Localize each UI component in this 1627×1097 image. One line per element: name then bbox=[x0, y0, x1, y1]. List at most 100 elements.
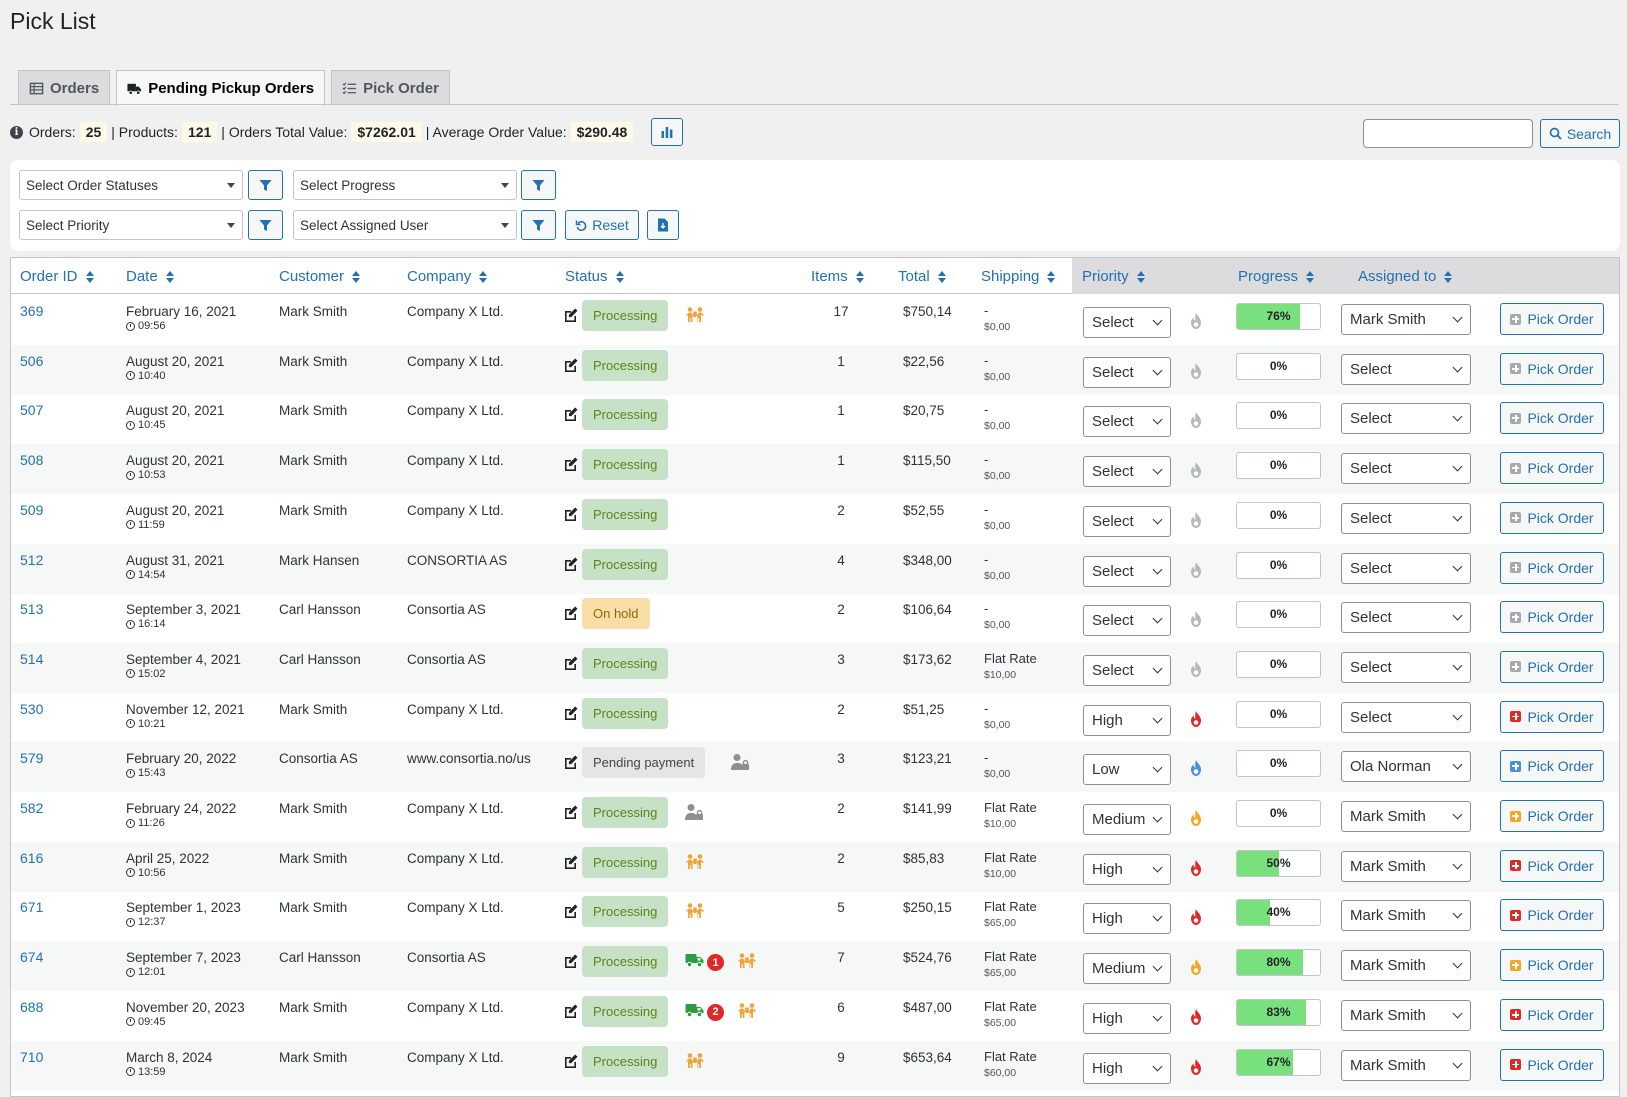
priority-select[interactable]: Select bbox=[1083, 654, 1171, 686]
edit-icon[interactable] bbox=[563, 903, 579, 922]
order-id-link[interactable]: 514 bbox=[20, 650, 44, 667]
priority-select[interactable]: Medium bbox=[1083, 804, 1171, 835]
edit-icon[interactable] bbox=[563, 854, 579, 873]
priority-select[interactable]: Select bbox=[1083, 555, 1171, 587]
pick-order-button[interactable]: Pick Order bbox=[1500, 501, 1604, 534]
pick-order-button[interactable]: Pick Order bbox=[1500, 402, 1604, 435]
order-id-link[interactable]: 506 bbox=[20, 352, 44, 369]
assigned-user-select[interactable]: Mark Smith bbox=[1341, 950, 1471, 982]
order-id-link[interactable]: 509 bbox=[20, 501, 44, 518]
priority-select[interactable]: High bbox=[1083, 1052, 1171, 1084]
col-shipping[interactable]: Shipping bbox=[981, 268, 1056, 285]
stats-chart-button[interactable] bbox=[651, 118, 684, 146]
pick-order-button[interactable]: Pick Order bbox=[1500, 551, 1604, 584]
order-id-link[interactable]: 674 bbox=[20, 949, 44, 966]
priority-select[interactable]: Select bbox=[1083, 505, 1171, 537]
pick-order-button[interactable]: Pick Order bbox=[1500, 849, 1604, 882]
assigned-user-select[interactable]: Select bbox=[1341, 602, 1471, 634]
pick-order-button[interactable]: Pick Order bbox=[1500, 700, 1604, 733]
edit-icon[interactable] bbox=[563, 406, 579, 425]
priority-filter[interactable]: Select Priority bbox=[19, 210, 243, 240]
col-customer[interactable]: Customer bbox=[279, 268, 361, 285]
assigned-user-select[interactable]: Select bbox=[1341, 701, 1471, 733]
order-id-link[interactable]: 508 bbox=[20, 452, 44, 469]
col-status[interactable]: Status bbox=[565, 268, 624, 285]
edit-icon[interactable] bbox=[563, 1003, 579, 1022]
edit-icon[interactable] bbox=[563, 1053, 579, 1072]
pick-order-button[interactable]: Pick Order bbox=[1500, 650, 1604, 683]
order-id-link[interactable]: 671 bbox=[20, 899, 44, 916]
edit-icon[interactable] bbox=[563, 307, 579, 326]
priority-select[interactable]: Select bbox=[1083, 456, 1171, 488]
col-company[interactable]: Company bbox=[407, 268, 488, 285]
tab-orders[interactable]: Orders bbox=[18, 70, 111, 105]
edit-icon[interactable] bbox=[563, 655, 579, 674]
col-priority[interactable]: Priority bbox=[1082, 268, 1145, 285]
col-date[interactable]: Date bbox=[126, 268, 174, 285]
assigned-user-select[interactable]: Mark Smith bbox=[1341, 999, 1471, 1031]
assigned-user-filter[interactable]: Select Assigned User bbox=[293, 210, 517, 240]
assigned-user-select[interactable]: Mark Smith bbox=[1341, 304, 1471, 335]
edit-icon[interactable] bbox=[563, 705, 579, 724]
pick-order-button[interactable]: Pick Order bbox=[1500, 1048, 1604, 1081]
search-button[interactable]: Search bbox=[1540, 119, 1620, 148]
pick-order-button[interactable]: Pick Order bbox=[1500, 750, 1604, 783]
edit-icon[interactable] bbox=[563, 456, 579, 475]
priority-filter-button[interactable] bbox=[248, 210, 283, 240]
edit-icon[interactable] bbox=[563, 506, 579, 525]
assigned-user-select[interactable]: Mark Smith bbox=[1341, 900, 1471, 932]
priority-select[interactable]: Select bbox=[1083, 356, 1171, 388]
pick-order-button[interactable]: Pick Order bbox=[1500, 352, 1604, 385]
priority-select[interactable]: Select bbox=[1083, 406, 1171, 438]
order-id-link[interactable]: 507 bbox=[20, 402, 44, 419]
assigned-user-select[interactable]: Select bbox=[1341, 502, 1471, 534]
edit-icon[interactable] bbox=[563, 953, 579, 972]
order-id-link[interactable]: 688 bbox=[20, 998, 44, 1015]
order-id-link[interactable]: 530 bbox=[20, 700, 44, 717]
pick-order-button[interactable]: Pick Order bbox=[1500, 899, 1604, 932]
priority-select[interactable]: High bbox=[1083, 903, 1171, 935]
assigned-user-select[interactable]: Select bbox=[1341, 453, 1471, 485]
order-id-link[interactable]: 582 bbox=[20, 800, 44, 816]
priority-select[interactable]: High bbox=[1083, 704, 1171, 736]
assigned-user-select[interactable]: Ola Norman bbox=[1341, 751, 1471, 783]
edit-icon[interactable] bbox=[563, 556, 579, 575]
edit-icon[interactable] bbox=[563, 605, 579, 624]
col-order-id[interactable]: Order ID bbox=[20, 268, 94, 285]
assigned-user-select[interactable]: Select bbox=[1341, 353, 1471, 385]
search-input[interactable] bbox=[1363, 119, 1533, 148]
col-assigned-to[interactable]: Assigned to bbox=[1358, 268, 1453, 285]
progress-filter-button[interactable] bbox=[521, 170, 556, 200]
priority-select[interactable]: Medium bbox=[1083, 953, 1171, 985]
export-button[interactable] bbox=[647, 210, 679, 240]
pick-order-button[interactable]: Pick Order bbox=[1500, 998, 1604, 1031]
order-id-link[interactable]: 369 bbox=[20, 303, 44, 319]
assigned-user-select[interactable]: Mark Smith bbox=[1341, 801, 1471, 832]
tab-pending-pickup-orders[interactable]: Pending Pickup Orders bbox=[116, 70, 326, 106]
pick-order-button[interactable]: Pick Order bbox=[1500, 601, 1604, 634]
tab-pick-order[interactable]: Pick Order bbox=[331, 70, 450, 105]
order-status-filter-button[interactable] bbox=[248, 170, 283, 200]
order-id-link[interactable]: 579 bbox=[20, 750, 44, 767]
pick-order-button[interactable]: Pick Order bbox=[1500, 303, 1604, 335]
col-progress[interactable]: Progress bbox=[1238, 268, 1315, 285]
order-id-link[interactable]: 512 bbox=[20, 551, 44, 568]
priority-select[interactable]: High bbox=[1083, 1002, 1171, 1034]
pick-order-button[interactable]: Pick Order bbox=[1500, 949, 1604, 982]
order-id-link[interactable]: 616 bbox=[20, 849, 44, 866]
order-id-link[interactable]: 513 bbox=[20, 601, 44, 618]
col-items[interactable]: Items bbox=[811, 268, 864, 285]
assigned-user-select[interactable]: Select bbox=[1341, 552, 1471, 584]
pick-order-button[interactable]: Pick Order bbox=[1500, 800, 1604, 832]
priority-select[interactable]: High bbox=[1083, 853, 1171, 885]
assigned-user-filter-button[interactable] bbox=[521, 210, 556, 240]
assigned-user-select[interactable]: Mark Smith bbox=[1341, 850, 1471, 882]
priority-select[interactable]: Select bbox=[1083, 605, 1171, 637]
assigned-user-select[interactable]: Mark Smith bbox=[1341, 1049, 1471, 1081]
edit-icon[interactable] bbox=[563, 804, 579, 823]
order-status-filter[interactable]: Select Order Statuses bbox=[19, 170, 243, 200]
order-id-link[interactable]: 710 bbox=[20, 1048, 44, 1065]
assigned-user-select[interactable]: Select bbox=[1341, 403, 1471, 435]
pick-order-button[interactable]: Pick Order bbox=[1500, 452, 1604, 485]
priority-select[interactable]: Low bbox=[1083, 754, 1171, 786]
